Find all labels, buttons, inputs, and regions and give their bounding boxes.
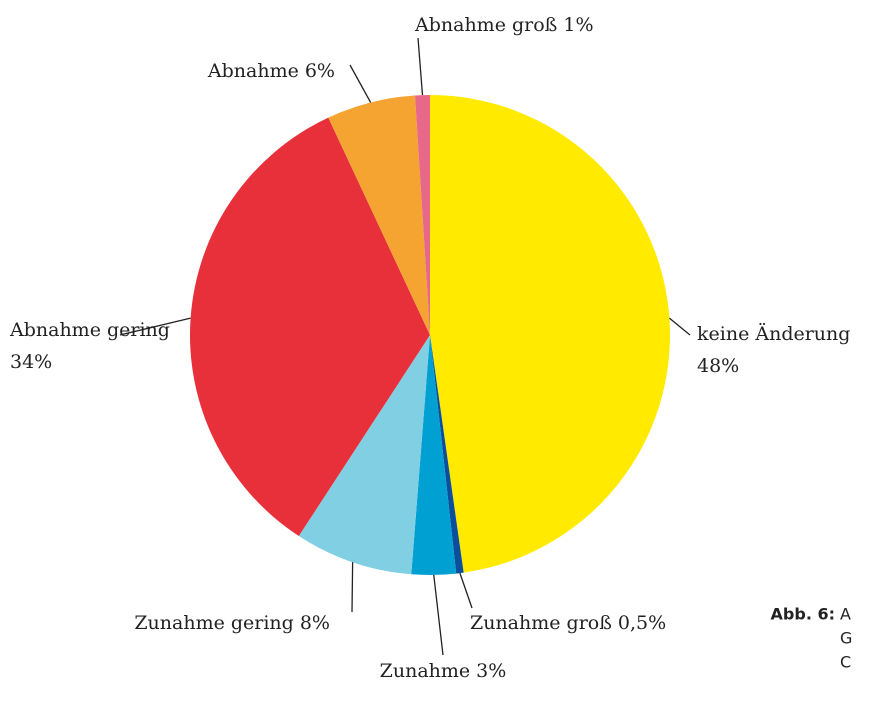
label-name: Abnahme groß	[414, 14, 557, 36]
leader-line	[459, 572, 473, 609]
label-name: Zunahme groß	[470, 612, 612, 634]
caption-line: A	[840, 605, 851, 624]
pie-slice	[411, 335, 457, 575]
pie	[189, 95, 671, 575]
pie-slice	[328, 95, 430, 335]
leader-line	[119, 317, 191, 336]
leader-line	[417, 37, 424, 96]
label-name: keine Änderung	[697, 322, 850, 345]
slice-label: Zunahme groß 0,5%	[470, 612, 666, 634]
pie-slice	[430, 335, 464, 574]
leader-line	[668, 317, 691, 336]
label-name: Zunahme	[380, 660, 471, 682]
leader-line	[349, 64, 372, 103]
label-name: Zunahme gering	[134, 612, 294, 634]
slice-label: 48%	[697, 355, 739, 377]
label-value: 6%	[305, 60, 335, 82]
caption-label: Abb. 6:	[771, 605, 835, 624]
leader-line	[351, 562, 354, 613]
label-value: 48%	[697, 355, 739, 377]
slice-label: Abnahme 6%	[207, 60, 335, 82]
slice-label: 34%	[10, 351, 52, 373]
slice-label: Zunahme gering 8%	[134, 612, 330, 634]
label-value: 0,5%	[618, 612, 666, 634]
label-name: Abnahme gering	[9, 319, 170, 341]
caption-line: C	[840, 653, 851, 672]
label-value: 34%	[10, 351, 52, 373]
caption-line: G	[840, 629, 852, 648]
label-name: Abnahme	[207, 60, 299, 82]
pie-slice	[189, 117, 430, 536]
pie-slice	[415, 95, 430, 335]
label-value: 8%	[300, 612, 330, 634]
label-value: 1%	[563, 14, 593, 36]
label-value: 3%	[476, 660, 506, 682]
slice-label: Zunahme 3%	[380, 660, 507, 682]
slice-label: Abnahme gering	[9, 319, 170, 341]
pie-slice	[430, 95, 671, 573]
pie-slice	[298, 335, 430, 575]
slice-label: keine Änderung	[697, 322, 850, 345]
leader-line	[433, 574, 444, 656]
slice-label: Abnahme groß 1%	[414, 14, 594, 36]
